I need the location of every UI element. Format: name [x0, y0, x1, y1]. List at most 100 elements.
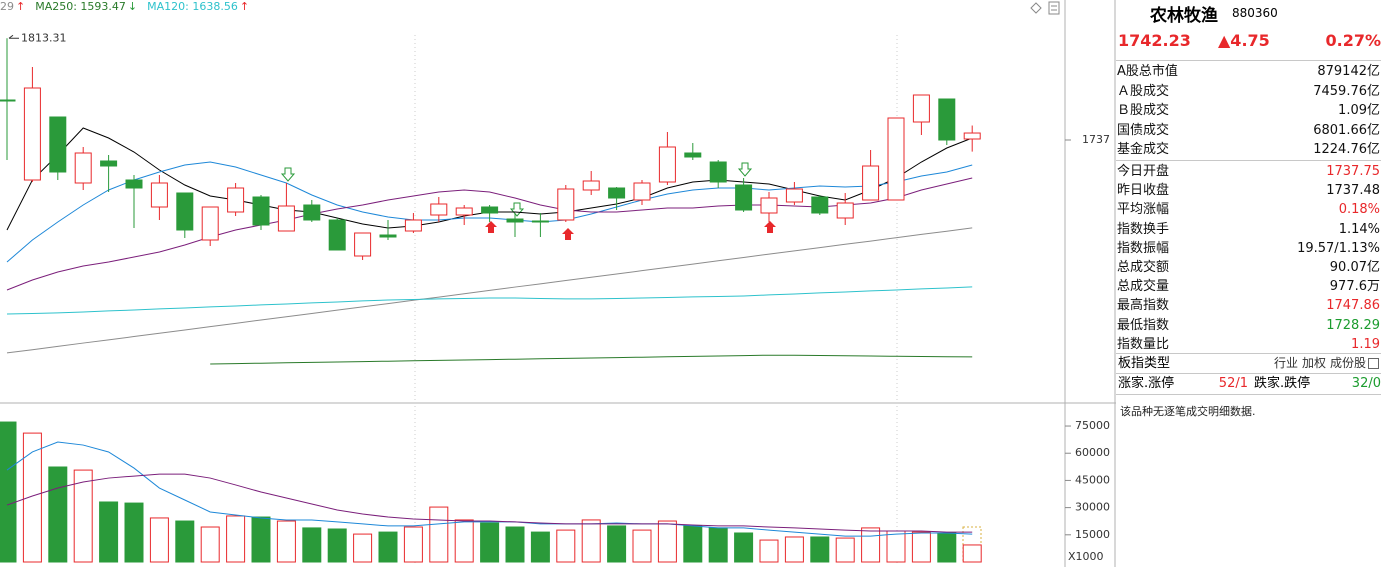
separator [1116, 160, 1381, 161]
volume-bar [124, 502, 144, 563]
candle-body [963, 132, 981, 140]
info-value: 6801.66亿 [1313, 122, 1380, 138]
y-tick-label: 1737 [1082, 133, 1110, 146]
info-value: 1737.75 [1326, 164, 1380, 179]
max-label: 1813.31 [21, 31, 67, 44]
candle-body [23, 87, 41, 181]
info-label: A股总市值 [1117, 64, 1178, 79]
volume-bar [73, 469, 93, 563]
candle-body [481, 206, 499, 214]
info-row: 国债成交 6801.66亿 [1117, 121, 1380, 140]
volume-bar [480, 522, 500, 563]
separator [1116, 353, 1381, 354]
legend-arrow: ↑ [16, 0, 26, 13]
volume-bar [632, 529, 652, 563]
legend: 29 ↑ MA250: 1593.47 ↓ MA120: 1638.56 ↑ [0, 0, 259, 14]
info-label: 昨日收盘 [1117, 183, 1170, 199]
info-row: A股总市值 879142亿 [1117, 62, 1380, 81]
info-value: 1.09亿 [1338, 103, 1380, 118]
down-label: 跌家.跌停 [1254, 376, 1311, 391]
info-label: Ｂ股成交 [1117, 103, 1170, 118]
volume-bar [937, 532, 957, 563]
info-row: 指数量比 1.19 [1117, 335, 1380, 354]
volume-bar [48, 466, 68, 563]
price: 1742.23 [1118, 31, 1191, 50]
volume-bar [403, 526, 423, 563]
candle-body [760, 197, 778, 214]
separator [1116, 373, 1381, 374]
candle-body [531, 220, 549, 223]
volume-bar [429, 506, 449, 563]
volume-bar [226, 515, 246, 563]
info-row: 总成交额 90.07亿 [1117, 258, 1380, 277]
candle-body [430, 203, 448, 216]
info-value: 1224.76亿 [1313, 142, 1380, 157]
info-row: Ｂ股成交 1.09亿 [1117, 101, 1380, 120]
change-pct: 0.27% [1325, 31, 1381, 50]
toolbar-icons[interactable] [1030, 1, 1060, 15]
volume-bar [378, 531, 398, 563]
volume-bar [810, 536, 830, 563]
candle-body [74, 152, 92, 184]
up-label: 涨家.涨停 [1118, 376, 1175, 391]
legend-arrow: ↑ [239, 0, 250, 13]
candle-body [836, 202, 854, 219]
max-marker [8, 34, 19, 39]
candle-body [303, 204, 321, 221]
y-tick-label: 60000 [1075, 446, 1110, 459]
info-label: 指数量比 [1117, 336, 1170, 352]
candle-body [557, 188, 575, 221]
info-value: 1.14% [1338, 221, 1380, 237]
candle-body [582, 180, 600, 191]
info-row: 基金成交 1224.76亿 [1117, 140, 1380, 159]
y-tick-label: 75000 [1075, 419, 1110, 432]
volume-bar [657, 520, 677, 563]
candle-body [150, 182, 168, 208]
volume-bar [784, 536, 804, 563]
candle-body [404, 219, 422, 232]
info-value: 1747.86 [1326, 298, 1380, 314]
volume-bar [276, 520, 296, 563]
ma-line [6, 286, 973, 315]
legend-arrow: ↓ [127, 0, 138, 13]
volume-bar [759, 539, 779, 563]
legend-entry: MA250: 1593.47 [35, 0, 126, 13]
ma-line [210, 354, 973, 365]
volume-bar [327, 528, 347, 563]
info-label: 国债成交 [1117, 122, 1170, 138]
volume-bar [530, 531, 550, 563]
info-row: 总成交量 977.6万 [1117, 277, 1380, 296]
type-icon[interactable] [1368, 358, 1379, 369]
candle-body [455, 207, 473, 216]
type-item: 行业 [1273, 356, 1298, 370]
info-row: 最高指数 1747.86 [1117, 296, 1380, 315]
candle-body [227, 187, 245, 213]
info-value: 879142亿 [1317, 64, 1380, 79]
signal-arrows [280, 162, 753, 217]
volume-bar [99, 501, 119, 563]
chart: X1000 1737 15000 30000 45000 60000 75000 1813.… [0, 0, 1116, 567]
info-value: 1737.48 [1326, 183, 1380, 199]
info-label: Ａ股成交 [1117, 83, 1170, 99]
type-item: 成份股 [1329, 356, 1366, 370]
candle-body [887, 117, 905, 201]
info-value: 90.07亿 [1329, 260, 1380, 275]
candle-body [277, 205, 295, 232]
candle-body [125, 179, 143, 189]
info-row: 平均涨幅 0.18% [1117, 200, 1380, 219]
type-items: 行业 加权 成份股 [1270, 354, 1379, 373]
candle-body [811, 196, 829, 214]
signal-arrows [485, 221, 776, 240]
volume-bar [708, 527, 728, 563]
candle-body [608, 187, 626, 199]
candle-body [328, 219, 346, 251]
volume-bar [861, 527, 881, 563]
candle-body [709, 161, 727, 183]
candle-body [354, 232, 372, 257]
info-row: 最低指数 1728.29 [1117, 316, 1380, 335]
volume-bar [0, 421, 17, 563]
info-value: 1728.29 [1326, 317, 1380, 333]
info-label: 指数换手 [1117, 221, 1170, 237]
legend-entry: MA120: 1638.56 [147, 0, 238, 13]
info-value: 977.6万 [1329, 279, 1380, 295]
